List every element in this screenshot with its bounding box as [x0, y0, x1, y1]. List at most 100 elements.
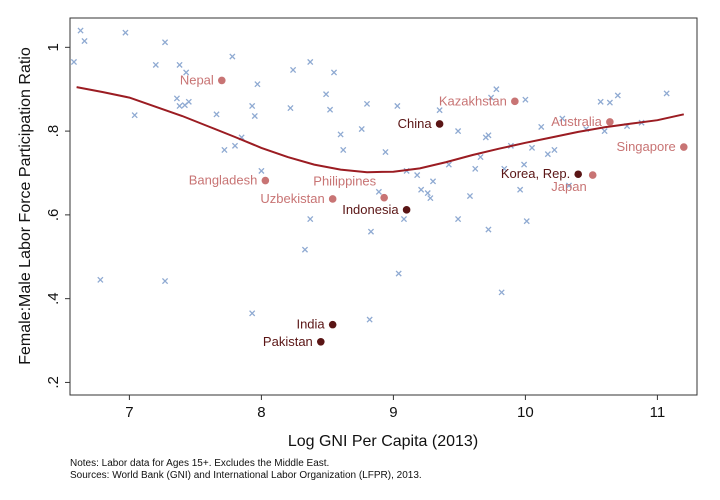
- country-label: Kazakhstan: [439, 93, 507, 108]
- country-marker: [221, 146, 228, 154]
- country-marker: [477, 154, 484, 161]
- country-marker: [544, 151, 551, 158]
- country-marker: [231, 142, 239, 149]
- labeled-country-point: [328, 320, 337, 329]
- country-marker: [597, 98, 604, 105]
- country-marker: [77, 27, 84, 34]
- country-marker: [97, 276, 104, 283]
- x-axis: 7 8 9 10 11: [125, 395, 665, 421]
- y-tick-label: .6: [45, 209, 62, 222]
- country-marker: [366, 316, 373, 323]
- y-tick-label: .4: [45, 292, 62, 305]
- country-marker: [606, 99, 613, 106]
- country-label: Singapore: [617, 139, 676, 154]
- country-marker: [382, 148, 389, 156]
- country-marker: [183, 69, 190, 76]
- country-label: Uzbekistan: [260, 191, 324, 206]
- country-marker: [488, 94, 495, 101]
- country-marker: [326, 106, 334, 113]
- plot-frame: [69, 17, 698, 396]
- country-marker: [161, 39, 169, 46]
- country-marker: [258, 167, 265, 174]
- country-marker: [337, 131, 344, 138]
- country-marker: [367, 228, 375, 235]
- labeled-country-point: [680, 143, 688, 151]
- x-axis-title: Log GNI Per Capita (2013): [288, 433, 478, 450]
- country-marker: [176, 102, 183, 110]
- country-marker: [122, 29, 129, 36]
- country-marker: [663, 90, 670, 97]
- country-marker: [565, 182, 573, 189]
- country-marker: [455, 216, 462, 223]
- country-marker: [501, 165, 508, 172]
- country-marker: [455, 128, 462, 135]
- country-marker: [307, 58, 314, 66]
- country-marker: [528, 144, 536, 151]
- country-marker: [601, 128, 608, 135]
- country-label: China: [398, 116, 433, 131]
- country-marker: [394, 102, 401, 110]
- country-marker: [400, 216, 408, 223]
- country-marker: [523, 218, 530, 225]
- country-marker: [395, 270, 402, 277]
- country-marker: [414, 172, 421, 179]
- fitted-curve: [76, 86, 685, 174]
- labeled-country-point: [588, 171, 597, 179]
- country-marker: [229, 53, 236, 60]
- labeled-country-point: [402, 206, 411, 214]
- country-marker: [213, 111, 220, 118]
- country-marker: [466, 192, 474, 200]
- country-label: Japan: [551, 179, 586, 194]
- country-marker: [307, 216, 314, 223]
- country-marker: [249, 310, 256, 317]
- country-marker: [517, 186, 524, 193]
- country-label: Philippines: [313, 174, 376, 189]
- country-marker: [363, 100, 371, 107]
- country-marker: [559, 115, 566, 122]
- country-marker: [498, 289, 505, 296]
- country-marker: [330, 69, 338, 76]
- country-label: Indonesia: [342, 202, 399, 217]
- country-marker: [185, 98, 192, 105]
- country-label: India: [296, 317, 325, 332]
- country-marker: [538, 123, 545, 130]
- country-marker: [493, 86, 500, 93]
- y-tick-label: .8: [45, 125, 62, 138]
- country-label: Pakistan: [263, 334, 313, 349]
- country-marker: [290, 66, 297, 74]
- y-axis-title: Female:Male Labor Force Participation Ra…: [17, 47, 34, 365]
- country-marker: [424, 190, 431, 197]
- labeled-country-point: [317, 338, 325, 346]
- country-marker: [81, 37, 88, 45]
- country-marker: [176, 61, 183, 68]
- country-marker: [161, 278, 169, 285]
- country-marker: [521, 161, 528, 168]
- country-marker: [358, 125, 365, 133]
- country-marker: [418, 186, 425, 193]
- country-label: Australia: [551, 114, 602, 129]
- labeled-country-point: [435, 120, 444, 128]
- country-marker: [249, 102, 256, 110]
- country-marker: [522, 96, 529, 103]
- country-marker: [551, 146, 558, 154]
- labeled-country-point: [380, 193, 388, 202]
- x-tick-label: 9: [389, 404, 397, 421]
- country-label: Nepal: [180, 72, 214, 87]
- labeled-country-point: [511, 97, 519, 106]
- labeled-country-point: [606, 118, 614, 126]
- country-marker: [254, 81, 261, 88]
- notes-line: Notes: Labor data for Ages 15+. Excludes…: [70, 458, 330, 469]
- y-tick-label: .2: [45, 376, 62, 389]
- country-marker: [70, 58, 78, 66]
- country-marker: [287, 105, 294, 112]
- country-marker: [251, 112, 258, 120]
- country-marker: [429, 178, 437, 185]
- country-marker: [436, 107, 443, 114]
- x-tick-label: 8: [257, 404, 265, 421]
- labeled-country-point: [574, 170, 582, 179]
- country-marker: [472, 165, 479, 172]
- country-marker: [375, 188, 382, 195]
- x-tick-label: 10: [517, 404, 534, 421]
- labeled-country-point: [218, 76, 226, 85]
